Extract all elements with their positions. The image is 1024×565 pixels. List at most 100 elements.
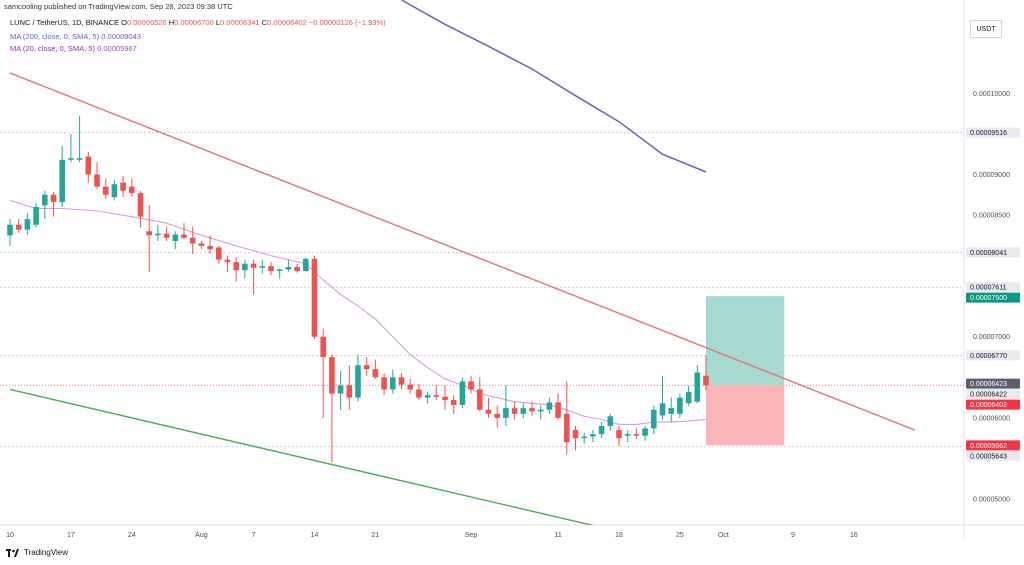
price-badge-4: [966, 350, 1020, 361]
candle-body-20: [181, 234, 187, 238]
trendline-lower: [9, 388, 595, 525]
candle-body-79: [694, 372, 701, 402]
candle-body-31: [276, 269, 283, 272]
candle-body-60: [529, 408, 535, 412]
candle-body-45: [398, 377, 405, 385]
candle-body-53: [468, 381, 474, 390]
candle-body-5: [50, 194, 57, 203]
candle-body-72: [633, 434, 640, 436]
candle-body-47: [416, 389, 422, 398]
x-tick-label-10: 25: [676, 532, 684, 539]
candle-body-58: [511, 408, 518, 414]
publisher-header: samcooling published on TradingView.com,…: [4, 2, 233, 11]
price-badge-text-8: 0.00005662: [970, 443, 1007, 450]
candle-body-41: [363, 365, 370, 370]
candle-body-32: [285, 266, 292, 270]
legend-l-label: L: [215, 18, 221, 27]
candle-body-51: [450, 400, 457, 405]
candle-body-37: [329, 357, 335, 394]
legend-symbol: LUNC / TetherUS, 1D, BINANCE: [10, 18, 120, 27]
candle-body-63: [555, 402, 561, 418]
price-badge-0: [966, 127, 1020, 138]
price-badge-text-2: 0.00007611: [970, 285, 1007, 292]
legend-main: LUNC / TetherUS, 1D, BINANCE O0.00006526…: [10, 18, 386, 27]
candle-body-4: [42, 194, 48, 206]
y-tick-label-3: 0.00008500: [973, 213, 1010, 220]
x-tick-label-13: 16: [850, 532, 858, 539]
candle-body-80: [703, 375, 709, 386]
candle-body-6: [59, 159, 65, 203]
candle-body-0: [7, 224, 13, 236]
price-badge-text-3: 0.00007500: [970, 295, 1007, 302]
candle-body-54: [477, 389, 483, 410]
candle-body-62: [546, 402, 553, 410]
legend-o-label: O: [121, 18, 127, 27]
price-badge-text-1: 0.00008041: [970, 250, 1007, 257]
candle-body-40: [355, 365, 361, 398]
candle-body-73: [642, 428, 648, 436]
candle-body-29: [259, 266, 266, 268]
candle-body-2: [24, 219, 31, 230]
candle-body-70: [616, 430, 622, 439]
candle-body-21: [189, 237, 196, 244]
x-tick-label-7: Sep: [465, 532, 478, 539]
legend-l-value: 0.00006341: [220, 18, 260, 27]
candle-body-55: [485, 409, 492, 414]
price-badge-1: [966, 247, 1020, 258]
candle-body-18: [163, 233, 170, 238]
price-badge-6: [966, 389, 1020, 400]
price-badge-text-4: 0.00006770: [970, 353, 1007, 360]
x-tick-label-0: 10: [6, 532, 14, 539]
candle-body-27: [242, 263, 248, 271]
legend-change: −0.00000126 (−1.93%): [308, 18, 386, 27]
candle-body-19: [172, 234, 179, 241]
x-tick-label-3: Aug: [195, 532, 208, 539]
x-tick-label-1: 17: [67, 532, 75, 539]
candle-body-34: [303, 258, 309, 272]
price-badge-8: [966, 440, 1020, 451]
position-target-zone: [706, 296, 785, 386]
candle-body-75: [659, 403, 666, 416]
x-tick-label-9: 18: [615, 532, 623, 539]
tradingview-logo-icon: [6, 548, 20, 557]
candle-body-66: [581, 436, 587, 439]
candle-body-52: [459, 381, 466, 405]
x-tick-label-12: 9: [791, 532, 795, 539]
legend-ma20[interactable]: MA (20, close, 0, SMA, 5) 0.00005967: [10, 44, 137, 53]
candle-body-11: [102, 186, 109, 195]
candle-body-65: [572, 430, 579, 439]
candle-body-71: [624, 434, 631, 436]
legend-ma20-value: 0.00005967: [97, 44, 137, 53]
legend-ma200[interactable]: MA (200, close, 0, SMA, 5) 0.00009043: [10, 32, 141, 41]
ma20-line: [9, 199, 707, 425]
legend-ma20-label: MA (20, close, 0, SMA, 5): [10, 44, 96, 53]
candle-body-3: [33, 206, 39, 225]
price-badge-2: [966, 282, 1020, 293]
candle-body-7: [68, 158, 74, 160]
tradingview-footer[interactable]: TradingView: [6, 548, 68, 557]
candle-body-10: [94, 174, 100, 187]
legend-h-value: 0.00006700: [174, 18, 214, 27]
candle-body-36: [320, 336, 326, 358]
candle-body-30: [268, 266, 274, 272]
candle-body-38: [337, 385, 344, 394]
legend-ma200-label: MA (200, close, 0, SMA, 5): [10, 32, 100, 41]
candle-body-59: [520, 408, 527, 414]
candle-body-44: [390, 377, 396, 390]
x-tick-label-8: 11: [554, 532, 561, 539]
candle-body-56: [494, 413, 500, 418]
legend-c-label: C: [261, 18, 268, 27]
x-tick-label-4: 7: [252, 532, 256, 539]
x-tick-label-5: 14: [311, 532, 319, 539]
candle-body-28: [250, 263, 257, 268]
tradingview-brand: TradingView: [24, 548, 69, 557]
candle-body-61: [537, 409, 544, 412]
candle-body-76: [668, 408, 674, 414]
candle-body-1: [15, 224, 22, 230]
price-badge-text-9: 0.00005643: [970, 453, 1007, 460]
currency-button[interactable]: USDT: [970, 20, 1002, 38]
ma200-line: [401, 0, 707, 173]
candle-body-57: [503, 408, 509, 418]
candle-body-68: [598, 426, 605, 435]
